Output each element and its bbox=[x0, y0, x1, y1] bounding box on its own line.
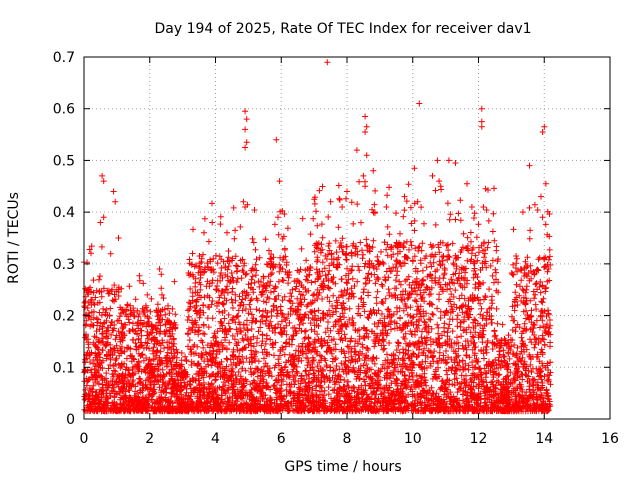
x-tick-label: 4 bbox=[211, 431, 220, 447]
axis-ticks bbox=[83, 56, 611, 420]
data-points bbox=[81, 59, 554, 415]
x-tick-label: 10 bbox=[404, 431, 422, 447]
grid-lines bbox=[84, 57, 610, 419]
chart-title: Day 194 of 2025, Rate Of TEC Index for r… bbox=[154, 21, 531, 37]
x-tick-label: 14 bbox=[535, 431, 553, 447]
y-tick-label: 0.7 bbox=[53, 50, 75, 66]
x-axis-label: GPS time / hours bbox=[284, 459, 401, 475]
x-tick-label: 16 bbox=[601, 431, 619, 447]
y-tick-label: 0 bbox=[66, 412, 75, 428]
x-tick-label: 0 bbox=[80, 431, 89, 447]
y-axis-label: ROTI / TECUs bbox=[6, 192, 22, 284]
x-tick-label: 2 bbox=[145, 431, 154, 447]
y-tick-label: 0.1 bbox=[53, 360, 75, 376]
y-tick-label: 0.3 bbox=[53, 257, 75, 273]
y-tick-label: 0.4 bbox=[53, 205, 75, 221]
x-tick-label: 12 bbox=[470, 431, 488, 447]
y-tick-label: 0.2 bbox=[53, 309, 75, 325]
y-tick-label: 0.5 bbox=[53, 153, 75, 169]
y-tick-labels: 0 0.1 0.2 0.3 0.4 0.5 0.6 0.7 bbox=[53, 50, 75, 428]
x-tick-labels: 0 2 4 6 8 10 12 14 16 bbox=[80, 431, 619, 447]
x-tick-label: 8 bbox=[343, 431, 352, 447]
x-tick-label: 6 bbox=[277, 431, 286, 447]
y-tick-label: 0.6 bbox=[53, 102, 75, 118]
roti-points bbox=[81, 59, 554, 415]
